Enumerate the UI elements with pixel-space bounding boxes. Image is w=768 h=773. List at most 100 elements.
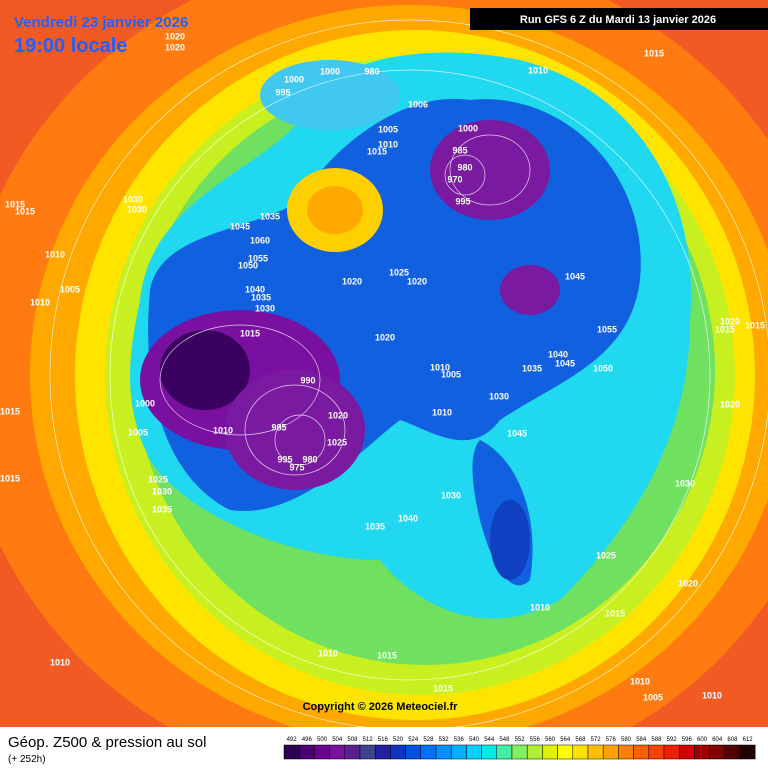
legend-label: 604 bbox=[712, 737, 723, 743]
legend-cell bbox=[618, 744, 634, 760]
isobar-label: 1030 bbox=[127, 204, 147, 214]
isobar-label: 1020 bbox=[165, 31, 185, 41]
legend-label: 584 bbox=[636, 737, 647, 743]
isobar-label: 1015 bbox=[644, 48, 664, 58]
isobar-label: 1040 bbox=[245, 284, 265, 294]
isobar-label: 1020 bbox=[165, 42, 185, 52]
legend-label: 608 bbox=[727, 737, 738, 743]
legend-cell bbox=[572, 744, 589, 760]
isobar-label: 1000 bbox=[458, 123, 478, 133]
isobar-label: 1005 bbox=[60, 284, 80, 294]
legend-label: 596 bbox=[682, 737, 693, 743]
legend-cell bbox=[435, 744, 452, 760]
legend-label: 528 bbox=[423, 737, 434, 743]
run-box bbox=[470, 8, 768, 30]
isobar-label: 1010 bbox=[430, 362, 450, 372]
isobar-label: 1010 bbox=[378, 139, 398, 149]
legend-cell bbox=[405, 744, 422, 760]
legend-cell bbox=[724, 744, 741, 760]
isobar-label: 1045 bbox=[507, 428, 527, 438]
isobar-label: 1035 bbox=[522, 363, 542, 373]
isobar-label: 985 bbox=[452, 145, 467, 155]
legend-label: 536 bbox=[454, 737, 465, 743]
isobar-label: 1030 bbox=[489, 391, 509, 401]
isobar-label: 1000 bbox=[135, 398, 155, 408]
legend-label: 524 bbox=[408, 737, 419, 743]
time-line: 19:00 locale bbox=[14, 35, 127, 57]
legend-cell bbox=[709, 744, 726, 760]
legend-label: 588 bbox=[651, 737, 662, 743]
footer-title: Géop. Z500 & pression au sol bbox=[8, 734, 206, 751]
isobar-label: 1010 bbox=[45, 249, 65, 259]
isobar-label: 1020 bbox=[342, 276, 362, 286]
isobar-label: 1045 bbox=[555, 358, 575, 368]
isobar-label: 970 bbox=[447, 174, 462, 184]
isobar-label: 1010 bbox=[30, 297, 50, 307]
isobar-label: 1020 bbox=[720, 399, 740, 409]
legend-cell bbox=[420, 744, 437, 760]
isobar-label: 1000 bbox=[284, 74, 304, 84]
isobar-label: 1030 bbox=[255, 303, 275, 313]
isobar-label: 1015 bbox=[240, 328, 260, 338]
isobar-label: 1020 bbox=[720, 316, 740, 326]
isobar-label: 1030 bbox=[441, 490, 461, 500]
legend-label: 600 bbox=[697, 737, 708, 743]
isobar-label: 1030 bbox=[152, 486, 172, 496]
isobar-label: 1005 bbox=[378, 124, 398, 134]
isobar-label: 1010 bbox=[530, 602, 550, 612]
isobar-label: 995 bbox=[455, 196, 470, 206]
isobar-label: 1015 bbox=[433, 683, 453, 693]
legend-cell bbox=[602, 744, 619, 760]
legend-cell bbox=[678, 744, 695, 760]
legend-label: 580 bbox=[621, 737, 632, 743]
legend-cell bbox=[511, 744, 528, 760]
isobar-label: 1035 bbox=[251, 292, 271, 302]
isobar-label: 990 bbox=[300, 375, 315, 385]
legend-label: 516 bbox=[378, 737, 389, 743]
legend-cell bbox=[633, 744, 650, 760]
isobar-label: 980 bbox=[457, 162, 472, 172]
isobar-label: 1025 bbox=[596, 550, 616, 560]
isobar-label: 1010 bbox=[702, 690, 722, 700]
isobar-label: 1030 bbox=[675, 478, 695, 488]
isobar-label: 1055 bbox=[248, 253, 268, 263]
legend-label: 544 bbox=[484, 737, 495, 743]
isobar-label: 1055 bbox=[597, 324, 617, 334]
isobar-label: 985 bbox=[271, 422, 286, 432]
isobar-label: 1040 bbox=[398, 513, 418, 523]
isobar-label: 1025 bbox=[148, 474, 168, 484]
isobar-label: 1035 bbox=[152, 504, 172, 514]
legend-cell bbox=[557, 744, 574, 760]
isobar-label: 1015 bbox=[0, 406, 20, 416]
isobar-label: 1015 bbox=[5, 199, 25, 209]
isobar-label: 1005 bbox=[441, 369, 461, 379]
legend-label: 552 bbox=[515, 737, 526, 743]
isobar-label: 1015 bbox=[0, 473, 20, 483]
isobar-label: 1050 bbox=[238, 260, 258, 270]
isobar-label: 1020 bbox=[407, 276, 427, 286]
legend-cell bbox=[314, 744, 330, 760]
legend-label: 512 bbox=[363, 737, 374, 743]
isobar-label: 1010 bbox=[528, 65, 548, 75]
legend-cell bbox=[526, 744, 543, 760]
isobar-label: 1035 bbox=[260, 211, 280, 221]
isobar-label: 1010 bbox=[432, 407, 452, 417]
isobar-label: 1020 bbox=[328, 410, 348, 420]
legend-label: 508 bbox=[347, 737, 358, 743]
copyright: Copyright © 2026 Meteociel.fr bbox=[303, 701, 459, 713]
legend-label: 612 bbox=[743, 737, 754, 743]
legend-label: 568 bbox=[575, 737, 586, 743]
legend-cell bbox=[587, 744, 604, 760]
isobar-label: 1045 bbox=[565, 271, 585, 281]
legend-label: 540 bbox=[469, 737, 480, 743]
legend-label: 548 bbox=[499, 737, 510, 743]
legend-label: 532 bbox=[439, 737, 450, 743]
isobar-label: 1010 bbox=[630, 676, 650, 686]
legend-label: 492 bbox=[287, 737, 298, 743]
isobar-label: 995 bbox=[275, 87, 290, 97]
legend-label: 560 bbox=[545, 737, 556, 743]
isobar-label: 1025 bbox=[389, 267, 409, 277]
